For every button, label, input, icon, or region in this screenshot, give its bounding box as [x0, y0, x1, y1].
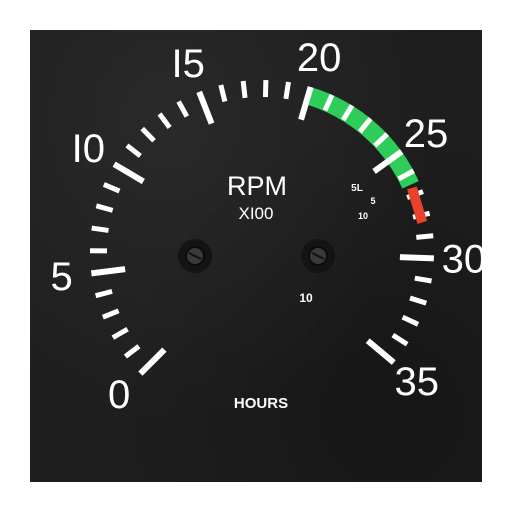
minor-tick: [401, 314, 420, 327]
minor-tick: [157, 112, 172, 130]
minor-tick: [218, 84, 228, 103]
major-tick: [298, 86, 314, 121]
minor-tick: [240, 80, 248, 99]
major-tick: [399, 254, 434, 262]
minor-tick: [322, 93, 335, 112]
minor-tick: [102, 182, 121, 194]
minor-tick: [409, 295, 427, 306]
green-arc-segment: [305, 87, 419, 189]
minor-tick: [95, 203, 114, 213]
right-screw-icon: [301, 239, 335, 273]
rpm-label: RPM: [227, 171, 287, 201]
major-tick: [365, 338, 396, 365]
minor-tick: [176, 100, 190, 118]
minor-tick: [140, 126, 156, 143]
left-screw-icon: [178, 239, 212, 273]
minor-tick: [123, 344, 141, 359]
minor-tick: [414, 275, 432, 284]
hours-label: HOURS: [234, 395, 288, 412]
minor-tick: [373, 132, 389, 148]
scale-label-25: 25: [404, 112, 449, 156]
minor-tick: [416, 233, 434, 240]
minor-tick: [101, 308, 120, 320]
red-line-marker: [407, 186, 428, 224]
major-tick: [90, 266, 126, 277]
scale-label-10: I0: [72, 127, 105, 171]
limit-label-10: 10: [358, 211, 368, 221]
multiplier-label: XI00: [239, 204, 274, 223]
scale-ticks: [89, 79, 434, 376]
major-tick: [196, 90, 215, 125]
scale-label-0: 0: [108, 373, 130, 417]
scale-label-5: 5: [50, 255, 72, 299]
hours-value: 10: [299, 291, 313, 305]
green-arc-band: [305, 87, 419, 189]
minor-tick: [111, 326, 129, 340]
scale-label-35: 35: [394, 360, 439, 404]
minor-tick: [341, 104, 355, 122]
minor-tick: [391, 333, 409, 347]
minor-tick: [397, 168, 415, 182]
minor-tick: [91, 225, 109, 233]
minor-tick: [357, 117, 373, 134]
major-tick: [112, 161, 145, 185]
scale-label-20: 20: [297, 36, 342, 80]
minor-tick: [125, 143, 142, 158]
limit-label-5l: 5L: [351, 183, 363, 194]
limit-label-5: 5: [370, 196, 375, 206]
scale-label-15: I5: [172, 42, 205, 86]
major-tick: [138, 347, 167, 376]
scale-label-30: 30: [442, 238, 487, 282]
scale-labels: 0 5 I0 I5 20 25 30 35: [50, 36, 486, 417]
minor-tick: [283, 81, 291, 100]
major-tick: [372, 149, 404, 174]
minor-tick: [95, 288, 113, 299]
